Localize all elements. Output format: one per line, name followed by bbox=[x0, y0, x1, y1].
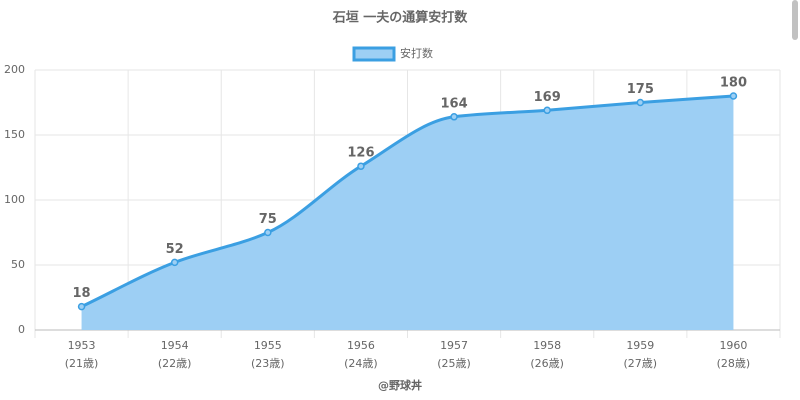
point bbox=[450, 113, 458, 121]
y-tick-label: 0 bbox=[18, 323, 25, 336]
data-label: 164 bbox=[440, 96, 467, 111]
x-tick-label: (27歳) bbox=[624, 357, 658, 370]
x-tick-label: (24歳) bbox=[344, 357, 378, 370]
point bbox=[543, 106, 551, 115]
x-tick-label: (25歳) bbox=[437, 357, 471, 370]
x-tick-label: 1955 bbox=[254, 339, 282, 352]
area bbox=[81, 96, 734, 330]
x-tick-label: (28歳) bbox=[717, 357, 751, 370]
x-tick-label: (26歳) bbox=[530, 357, 564, 370]
x-tick-label: 1960 bbox=[719, 339, 747, 352]
data-label: 75 bbox=[259, 212, 277, 227]
data-label: 180 bbox=[720, 76, 747, 91]
point bbox=[357, 162, 365, 170]
legend-label: 安打数 bbox=[400, 46, 433, 60]
y-tick-label: 50 bbox=[11, 258, 25, 271]
point bbox=[77, 302, 86, 311]
data-label: 52 bbox=[166, 242, 184, 257]
x-tick-label: (23歳) bbox=[251, 357, 285, 370]
x-tick-label: (21歳) bbox=[65, 357, 99, 370]
x-tick-label: 1956 bbox=[347, 339, 375, 352]
data-label: 175 bbox=[627, 82, 654, 97]
point bbox=[264, 228, 272, 237]
x-tick-label: 1957 bbox=[440, 339, 468, 352]
credit: @野球丼 bbox=[378, 378, 422, 392]
x-tick-label: 1959 bbox=[626, 339, 654, 352]
data-label: 18 bbox=[73, 286, 91, 301]
data-label: 126 bbox=[347, 146, 374, 161]
x-tick-label: (22歳) bbox=[158, 357, 192, 370]
line bbox=[80, 94, 734, 308]
point bbox=[636, 98, 645, 107]
x-tick-label: 1954 bbox=[161, 339, 189, 352]
y-tick-label: 100 bbox=[4, 193, 25, 206]
data-label: 169 bbox=[534, 90, 561, 105]
y-tick-label: 200 bbox=[4, 63, 25, 76]
x-tick-label: 1958 bbox=[533, 339, 561, 352]
x-tick-label: 1953 bbox=[68, 339, 96, 352]
point bbox=[729, 92, 738, 100]
chart-title: 石垣 一夫の通算安打数 bbox=[332, 10, 469, 26]
y-tick-label: 150 bbox=[4, 128, 25, 141]
legend-swatch bbox=[352, 46, 396, 62]
scrollbar[interactable] bbox=[792, 0, 798, 40]
point bbox=[170, 258, 179, 267]
